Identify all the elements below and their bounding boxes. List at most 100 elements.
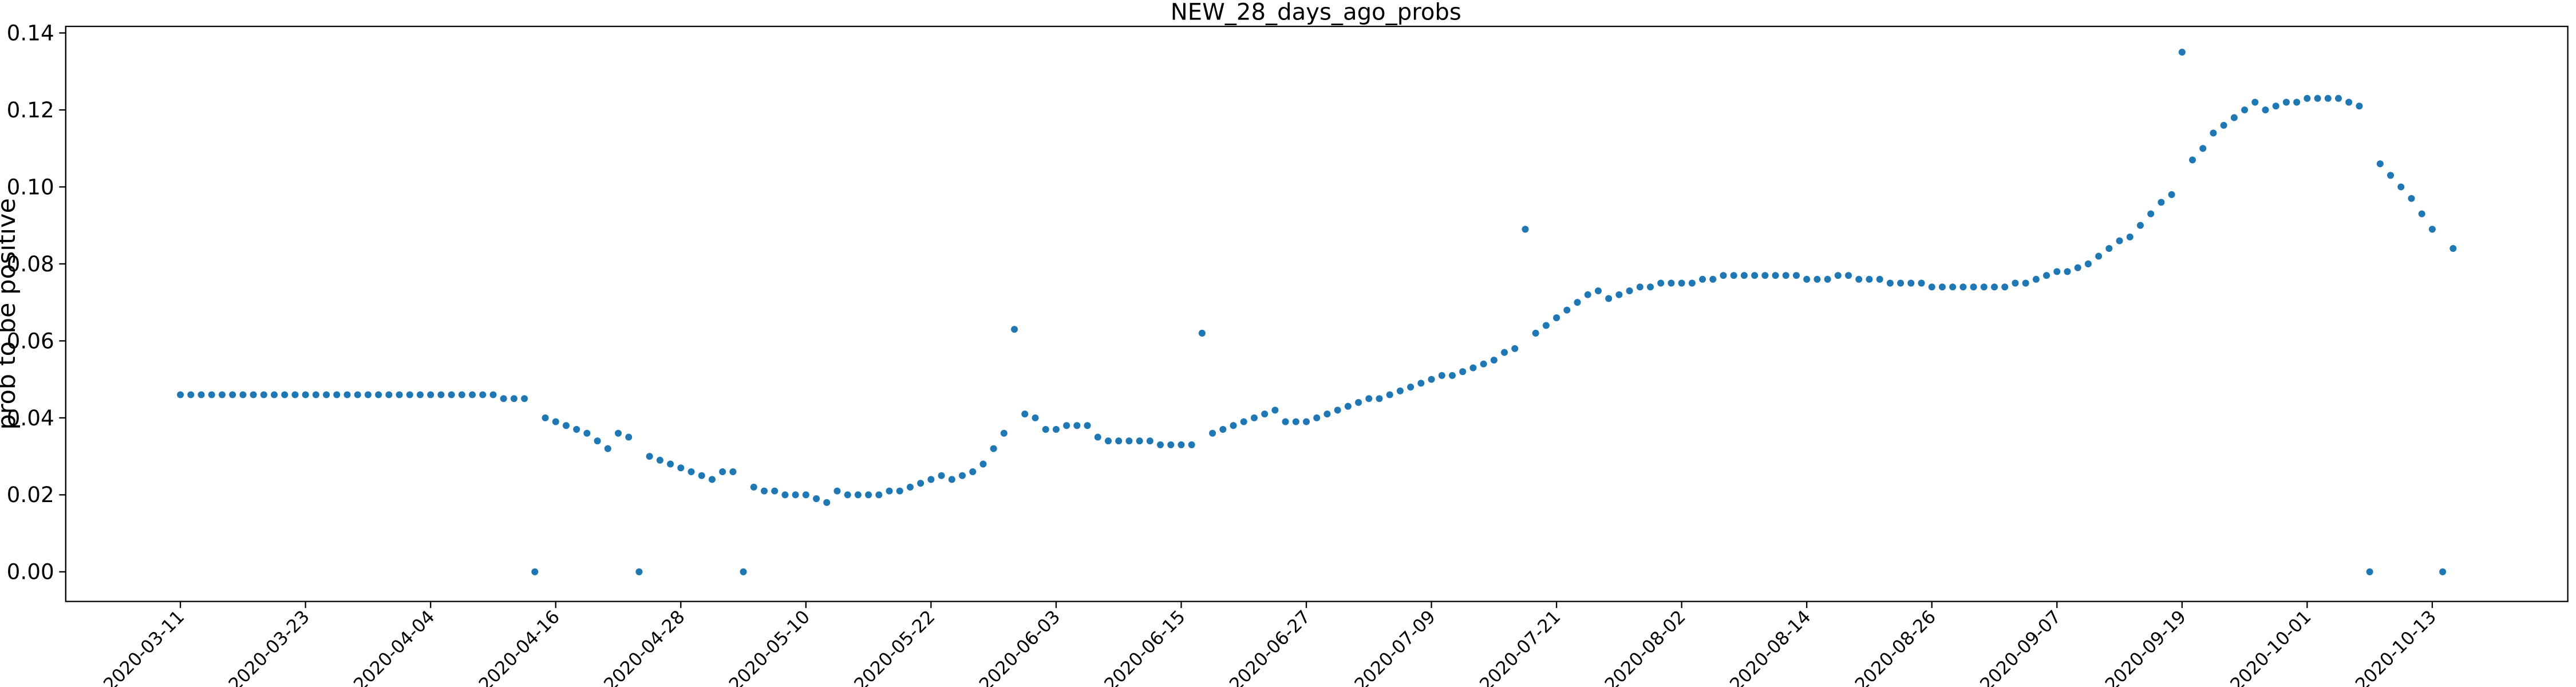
point — [1501, 349, 1508, 356]
point — [1396, 387, 1404, 394]
point — [312, 391, 319, 398]
point — [208, 391, 215, 398]
x-tick-label: 2020-10-13 — [2352, 606, 2440, 687]
x-tick-label: 2020-04-04 — [350, 606, 438, 687]
point — [1146, 437, 1153, 445]
point — [2116, 237, 2123, 244]
point — [2314, 94, 2321, 102]
point — [990, 445, 997, 452]
point — [2053, 268, 2061, 275]
point — [1866, 275, 1873, 283]
point — [896, 487, 903, 495]
point — [2397, 183, 2405, 191]
point — [948, 476, 955, 483]
y-tick-label: 0.10 — [7, 174, 54, 199]
point — [406, 391, 413, 398]
point — [2012, 279, 2019, 287]
x-tick-label: 2020-03-23 — [225, 606, 314, 687]
point — [729, 468, 737, 476]
point — [2095, 252, 2103, 260]
point — [1668, 279, 1675, 287]
point — [1876, 275, 1883, 283]
point — [197, 391, 205, 398]
point — [2282, 98, 2290, 106]
point — [1292, 418, 1299, 425]
point — [1115, 437, 1123, 445]
point — [1824, 275, 1831, 283]
x-tick-label: 2020-06-03 — [975, 606, 1064, 687]
point — [2084, 260, 2092, 267]
point — [594, 437, 601, 445]
point — [343, 391, 351, 398]
point — [1730, 272, 1737, 279]
x-tick-label: 2020-07-21 — [1476, 606, 1564, 687]
point — [500, 395, 507, 402]
x-tick-label: 2020-06-15 — [1101, 606, 1190, 687]
point — [1167, 441, 1175, 448]
point — [1803, 275, 1811, 283]
point — [323, 391, 330, 398]
point — [2199, 145, 2207, 152]
point — [886, 487, 893, 495]
point — [698, 472, 705, 479]
point — [1209, 429, 1216, 437]
point — [1302, 418, 1310, 425]
point — [2428, 226, 2436, 233]
point — [239, 391, 247, 398]
point — [427, 391, 434, 398]
point — [2366, 568, 2373, 575]
point — [1688, 279, 1696, 287]
point — [1240, 418, 1247, 425]
point — [979, 460, 987, 468]
point — [1136, 437, 1143, 445]
point — [1636, 283, 1643, 291]
point — [469, 391, 476, 398]
point — [2168, 191, 2175, 198]
point — [229, 391, 236, 398]
point — [927, 476, 935, 483]
point — [291, 391, 299, 398]
point — [2251, 98, 2259, 106]
point — [1073, 422, 1081, 429]
point — [1709, 275, 1717, 283]
point — [2356, 102, 2363, 110]
point — [1678, 279, 1685, 287]
point — [635, 568, 643, 575]
x-tick-label: 2020-04-16 — [475, 606, 564, 687]
point — [1188, 441, 1195, 448]
point — [1376, 395, 1383, 402]
y-tick-label: 0.08 — [7, 251, 54, 277]
point — [865, 491, 872, 499]
point — [281, 391, 289, 398]
point — [302, 391, 309, 398]
point — [1052, 426, 1060, 433]
y-tick-label: 0.02 — [7, 482, 54, 507]
point — [1792, 272, 1800, 279]
point — [1104, 437, 1112, 445]
point — [781, 491, 789, 499]
point — [2147, 210, 2155, 218]
point — [458, 391, 465, 398]
point — [1084, 422, 1091, 429]
point — [1563, 306, 1571, 314]
point — [1772, 272, 1779, 279]
point — [1365, 395, 1373, 402]
point — [1323, 410, 1331, 418]
point — [1699, 275, 1706, 283]
point — [218, 391, 226, 398]
point — [1094, 433, 1101, 441]
y-tick-label: 0.00 — [7, 559, 54, 585]
x-tick-label: 2020-09-19 — [2101, 606, 2190, 687]
x-tick-label: 2020-06-27 — [1226, 606, 1314, 687]
point — [1897, 279, 1905, 287]
point — [719, 468, 726, 476]
point — [1334, 406, 1341, 414]
point — [1469, 364, 1477, 372]
point — [1063, 422, 1070, 429]
point — [177, 391, 184, 398]
point — [2220, 121, 2227, 129]
point — [510, 395, 517, 402]
point — [1938, 283, 1946, 291]
point — [750, 483, 757, 491]
point — [1261, 410, 1269, 418]
